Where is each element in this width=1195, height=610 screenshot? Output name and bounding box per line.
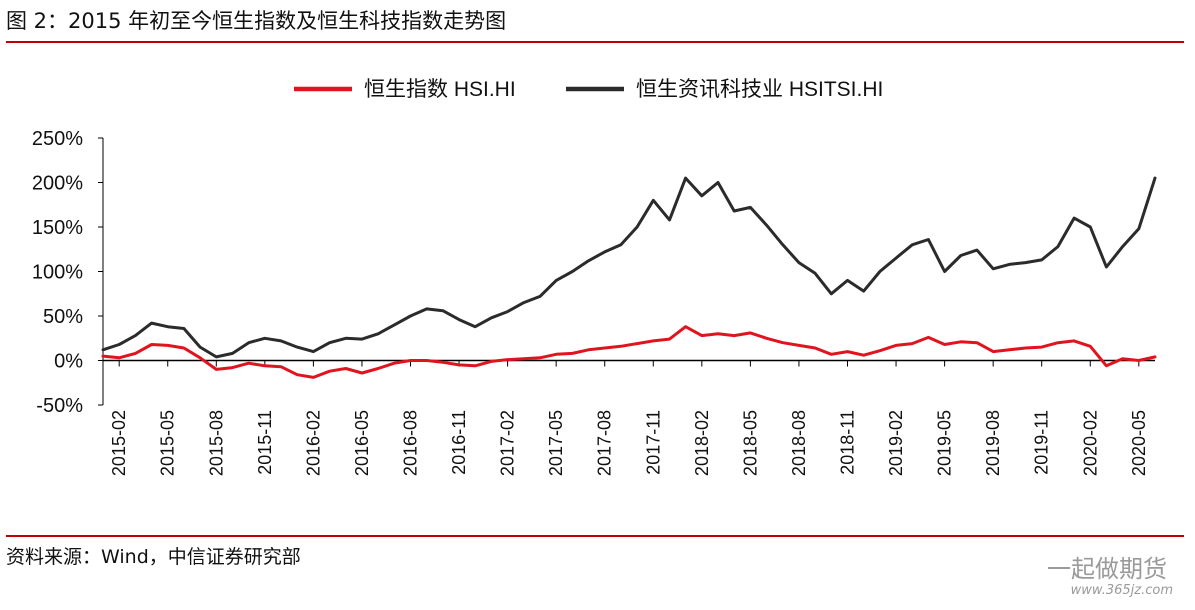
x-tick-label: 2018-08 xyxy=(789,410,809,476)
x-tick-label: 2020-05 xyxy=(1129,410,1149,476)
x-tick-label: 2015-05 xyxy=(158,410,178,476)
x-tick-label: 2017-11 xyxy=(643,410,663,475)
x-tick-label: 2018-05 xyxy=(740,410,760,476)
y-tick-label: -50% xyxy=(36,395,83,417)
x-tick-label: 2015-08 xyxy=(206,410,226,476)
chart-series xyxy=(101,176,1157,379)
x-tick-label: 2016-02 xyxy=(303,410,323,476)
x-tick-label: 2019-11 xyxy=(1032,410,1052,475)
x-tick-label: 2018-11 xyxy=(837,410,857,475)
x-tick-label: 2017-02 xyxy=(498,410,518,476)
x-tick-label: 2017-08 xyxy=(595,410,615,476)
x-tick-label: 2016-08 xyxy=(401,410,421,476)
y-tick-label: 50% xyxy=(43,306,83,328)
title-divider xyxy=(6,41,1184,43)
legend-label: 恒生资讯科技业 HSITSI.HI xyxy=(636,78,883,101)
x-tick-label: 2019-02 xyxy=(886,410,906,476)
y-tick-label: 150% xyxy=(32,217,83,239)
line-chart: 恒生指数 HSI.HI 恒生资讯科技业 HSITSI.HI 250% 200% 150… xyxy=(32,78,1157,476)
watermark-brand: 一起做期货 xyxy=(1047,555,1167,583)
source-divider xyxy=(6,535,1184,537)
x-tick-label: 2018-02 xyxy=(692,410,712,476)
x-tick-label: 2017-05 xyxy=(546,410,566,476)
x-tick-label: 2019-05 xyxy=(935,410,955,476)
watermark-url: www.365jz.com xyxy=(1070,583,1173,598)
x-tick-label: 2019-08 xyxy=(983,410,1003,476)
x-tick-label: 2016-05 xyxy=(352,410,372,476)
hsi-series-line xyxy=(101,325,1157,379)
source-note: 资料来源：Wind，中信证券研究部 xyxy=(6,546,301,568)
hsitsi-series-line xyxy=(101,176,1157,359)
x-tick-label: 2016-11 xyxy=(449,410,469,475)
y-tick-label: 250% xyxy=(32,128,83,150)
x-tick-label: 2020-02 xyxy=(1080,410,1100,476)
chart-legend: 恒生指数 HSI.HI 恒生资讯科技业 HSITSI.HI xyxy=(294,78,883,101)
y-tick-label: 100% xyxy=(32,262,83,284)
y-tick-label: 200% xyxy=(32,173,83,195)
y-axis: 250% 200% 150% 100% 50% 0% -50% xyxy=(32,128,104,417)
x-tick-label: 2015-02 xyxy=(109,410,129,476)
figure-title: 图 2：2015 年初至今恒生指数及恒生科技指数走势图 xyxy=(6,9,507,33)
legend-label: 恒生指数 HSI.HI xyxy=(364,78,516,101)
x-axis: 2015-02 2015-05 2015-08 2015-11 2016-02 2016-… xyxy=(103,359,1155,476)
y-tick-label: 0% xyxy=(54,351,83,373)
x-tick-label: 2015-11 xyxy=(255,410,275,475)
